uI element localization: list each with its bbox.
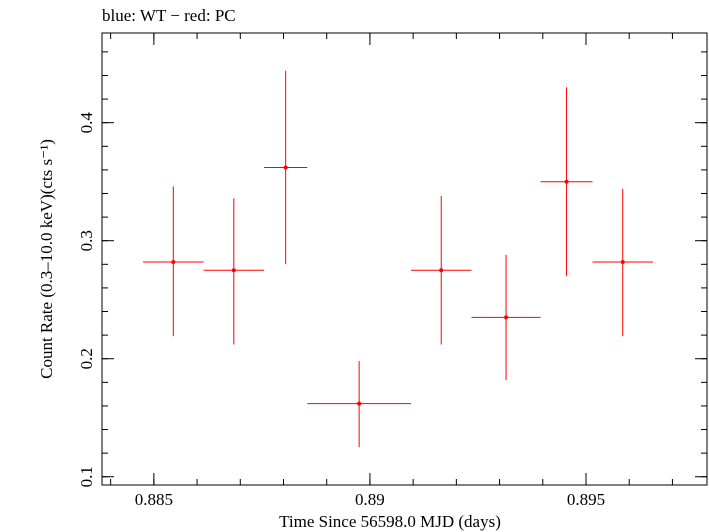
plot-frame [101,32,708,486]
data-point [307,361,411,448]
data-marker [504,315,509,320]
data-point [264,70,308,265]
data-point [410,195,472,345]
data-point [143,186,204,337]
data-marker [283,165,288,170]
data-marker [564,179,569,184]
data-point [471,254,541,380]
x-tick-label: 0.895 [567,490,605,509]
axis-ticks [102,33,707,485]
y-axis-label: Count Rate (0.3–10.0 keV)(cts s⁻¹) [37,139,56,379]
data-point [203,198,265,345]
data-marker [171,259,176,264]
x-tick-label: 0.885 [135,490,173,509]
data-marker [231,268,236,273]
y-tick-label: 0.3 [77,230,96,251]
y-tick-label: 0.4 [77,112,96,134]
x-tick-label: 0.89 [355,490,385,509]
x-tick-labels: 0.885 0.89 0.895 [135,490,605,509]
data-marker [620,259,625,264]
data-marker [439,268,444,273]
y-tick-labels: 0.1 0.2 0.3 0.4 [77,112,96,488]
chart-title: blue: WT − red: PC [102,6,236,25]
data-point [540,87,593,277]
x-axis-label: Time Since 56598.0 MJD (days) [279,512,501,531]
y-tick-label: 0.1 [77,466,96,487]
data-point [592,188,653,337]
data-marker [357,401,362,406]
y-tick-label: 0.2 [77,348,96,369]
data-points [143,70,653,448]
